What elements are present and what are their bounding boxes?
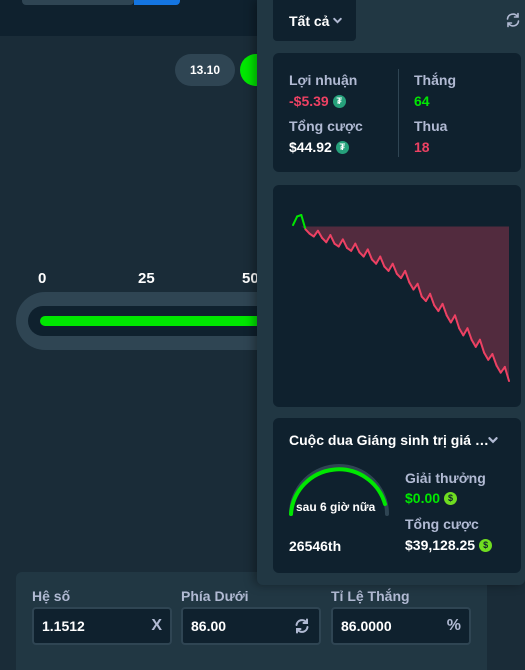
profit-line-segment — [292, 215, 299, 227]
profit-line-segment — [470, 338, 477, 348]
profit-line-segment — [454, 314, 461, 330]
wins-label: Thắng — [414, 72, 456, 88]
stats-filter-label: Tất cả — [289, 12, 330, 29]
profit-line-segment — [366, 248, 373, 261]
wagered-value: $44.92 ₮ — [289, 139, 349, 155]
swap-icon[interactable] — [293, 617, 311, 635]
chevron-down-icon — [333, 17, 343, 24]
multiplier-label: Hệ số — [32, 588, 71, 604]
win-chance-suffix: % — [446, 617, 461, 634]
race-prize-value: $0.00 $ — [405, 490, 458, 506]
slider-tick-label: 25 — [138, 270, 155, 287]
profit-chart — [292, 214, 510, 382]
recent-result[interactable]: 13.10 — [175, 54, 235, 86]
profit-line-segment — [437, 302, 444, 313]
chevron-down-icon[interactable] — [487, 434, 499, 446]
profit-line-segment — [329, 234, 336, 245]
losses-label: Thua — [414, 118, 448, 134]
slider-tick-label: 50 — [242, 270, 259, 287]
profit-line-segment — [433, 304, 440, 313]
race-time-left: sau 6 giờ nữa — [296, 500, 376, 514]
profit-value: -$5.39 ₮ — [289, 93, 346, 109]
tether-coin-icon: ₮ — [335, 140, 349, 154]
profit-line-segment — [491, 353, 498, 367]
profit-amount: -$5.39 — [289, 93, 329, 109]
profit-line-segment — [379, 255, 386, 268]
profit-line-segment — [341, 238, 348, 249]
wagered-amount: $44.92 — [289, 139, 332, 155]
profit-line-segment — [441, 302, 448, 317]
slider-win-range — [40, 316, 280, 326]
race-prize-amount: $0.00 — [405, 490, 441, 506]
wins-value: 64 — [414, 93, 430, 109]
profit-line-segment — [462, 327, 469, 337]
win-chance-value: 86.0000 — [341, 618, 392, 634]
race-wagered-amount: $39,128.25 — [405, 537, 476, 553]
multiplier-field[interactable]: 1.1512 X — [32, 607, 172, 645]
profit-line-segment — [375, 255, 382, 265]
dollar-coin-icon: $ — [479, 538, 493, 552]
profit-line-segment — [325, 234, 332, 244]
slider-tick-label: 0 — [38, 270, 47, 287]
profit-line-segment — [478, 338, 486, 354]
profit-line-segment — [495, 364, 502, 374]
profit-line-segment — [474, 338, 481, 348]
profit-line-segment — [400, 269, 407, 280]
bet-mode-tab-manual[interactable] — [22, 0, 134, 5]
profit-line-segment — [424, 292, 432, 303]
profit-line-segment — [466, 327, 473, 341]
win-chance-field[interactable]: 86.0000 % — [331, 607, 471, 645]
race-prize-label: Giải thưởng — [405, 470, 486, 486]
stats-divider — [398, 69, 399, 157]
losses-value: 18 — [414, 139, 430, 155]
profit-line-segment — [387, 262, 394, 272]
dollar-coin-icon: $ — [444, 491, 458, 505]
race-rank: 26546th — [289, 538, 342, 554]
profit-line-segment — [391, 262, 398, 275]
profit-line-segment — [449, 314, 456, 324]
profit-line-segment — [300, 214, 307, 231]
profit-line-segment — [354, 242, 361, 254]
race-wagered-label: Tổng cược — [405, 516, 479, 532]
profit-chart-card — [273, 185, 521, 407]
tether-coin-icon: ₮ — [332, 94, 346, 108]
win-chance-label: Tỉ Lệ Thắng — [331, 588, 410, 604]
race-wagered-value: $39,128.25 $ — [405, 537, 493, 553]
profit-line-segment — [312, 229, 319, 238]
bet-mode-tab-auto[interactable] — [134, 0, 180, 5]
profit-line-segment — [503, 365, 510, 382]
profit-line-segment — [458, 327, 465, 337]
profit-negative-area — [293, 226, 509, 381]
profit-line-segment — [337, 238, 344, 248]
roll-under-field[interactable]: 86.00 — [181, 607, 321, 645]
wagered-label: Tổng cược — [289, 118, 363, 134]
stats-summary-card — [273, 53, 521, 172]
profit-line-segment — [416, 282, 423, 298]
refresh-icon[interactable] — [505, 12, 521, 28]
race-title[interactable]: Cuộc dua Giáng sinh trị giá $1... — [289, 432, 489, 448]
stats-filter-dropdown[interactable]: Tất cả — [273, 0, 356, 41]
profit-line-segment — [362, 248, 369, 258]
race-timer-arc — [289, 464, 389, 516]
profit-line-segment — [408, 281, 415, 291]
profit-line-segment — [404, 269, 411, 284]
multiplier-value: 1.1512 — [42, 618, 85, 634]
profit-line-segment — [429, 292, 436, 307]
profit-line-segment — [483, 351, 490, 361]
profit-line-segment — [445, 314, 452, 324]
multiplier-suffix: X — [151, 617, 162, 634]
profit-line-segment — [316, 229, 324, 239]
profit-label: Lợi nhuận — [289, 72, 358, 88]
profit-line-segment — [350, 242, 357, 252]
roll-under-value: 86.00 — [191, 618, 227, 634]
roll-under-label: Phía Dưới — [181, 588, 249, 604]
